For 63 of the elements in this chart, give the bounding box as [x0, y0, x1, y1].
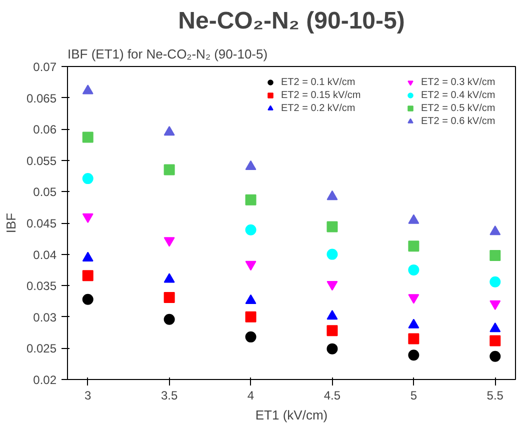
point — [245, 294, 256, 304]
x-axis-title: ET1 (kV/cm) — [255, 408, 328, 422]
legend-label: ET2 = 0.5 kV/cm — [421, 102, 496, 114]
legend-label: ET2 = 0.4 kV/cm — [421, 89, 496, 101]
point — [408, 333, 420, 344]
chart-subtitle: IBF (ET1) for Ne-CO₂-N₂ (90-10-5) — [68, 46, 268, 62]
point — [490, 276, 501, 288]
x-tick-label: 4.5 — [324, 388, 341, 402]
point — [326, 248, 338, 260]
point — [245, 331, 256, 342]
point — [245, 160, 256, 170]
point — [164, 314, 175, 325]
point — [326, 343, 338, 354]
legend-label: ET2 = 0.3 kV/cm — [421, 76, 496, 88]
y-tick-label: 0.035 — [26, 279, 57, 294]
x-tick-label: 3 — [84, 388, 92, 402]
legend-label: ET2 = 0.6 kV/cm — [421, 115, 496, 127]
y-tick-label: 0.02 — [33, 373, 57, 387]
y-tick-label: 0.05 — [33, 185, 57, 200]
point — [408, 318, 420, 328]
point — [408, 240, 420, 252]
x-tick-label: 3.5 — [160, 388, 178, 402]
point — [82, 252, 94, 262]
point — [490, 335, 501, 346]
point — [490, 350, 501, 362]
point — [245, 194, 256, 206]
y-tick-label: 0.04 — [33, 248, 57, 262]
point — [490, 225, 501, 236]
y-tick-label: 0.065 — [26, 91, 57, 106]
y-tick-label: 0.03 — [33, 310, 57, 324]
point — [245, 311, 256, 322]
point — [82, 132, 94, 143]
point — [326, 190, 338, 200]
y-tick-label: 0.07 — [33, 60, 57, 74]
y-tick-label: 0.045 — [26, 216, 57, 230]
point — [164, 292, 175, 303]
point — [82, 173, 94, 184]
point — [82, 84, 94, 94]
point — [164, 164, 175, 176]
legend-label: ET2 = 0.15 kV/cm — [281, 89, 361, 101]
point — [490, 250, 501, 262]
legend-label: ET2 = 0.2 kV/cm — [281, 102, 356, 114]
point — [326, 325, 338, 336]
point — [408, 350, 420, 361]
point — [82, 270, 94, 282]
point — [326, 221, 338, 232]
x-tick-label: 5.5 — [486, 388, 504, 402]
y-axis-title: IBF — [3, 212, 18, 234]
point — [408, 264, 420, 276]
point — [326, 310, 338, 320]
point — [408, 214, 420, 224]
point — [82, 294, 94, 305]
point — [245, 224, 256, 236]
point — [164, 273, 175, 283]
point — [490, 322, 501, 332]
x-tick-label: 5 — [410, 388, 418, 402]
chart-title: Ne-CO₂-N₂ (90-10-5) — [178, 8, 405, 34]
y-tick-label: 0.025 — [26, 342, 57, 356]
x-tick-label: 4 — [247, 388, 254, 402]
y-tick-label: 0.055 — [26, 154, 57, 168]
y-tick-label: 0.06 — [33, 122, 57, 137]
point — [164, 126, 175, 136]
legend-label: ET2 = 0.1 kV/cm — [281, 76, 356, 88]
